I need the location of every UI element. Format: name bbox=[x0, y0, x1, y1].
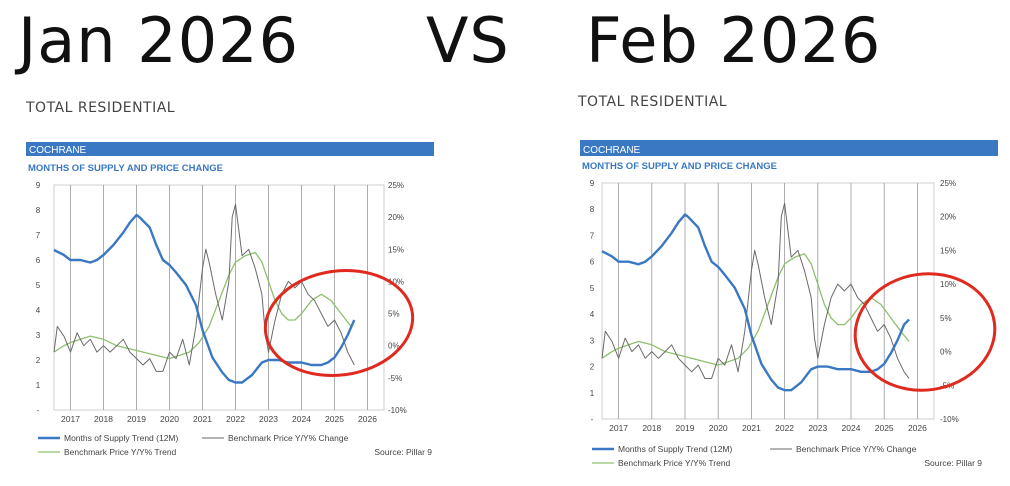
chart-panel-1: TOTAL RESIDENTIAL COCHRANE MONTHS OF SUPPL… bbox=[25, 100, 434, 457]
chart-title: MONTHS OF SUPPLY AND PRICE CHANGE bbox=[582, 161, 777, 172]
y-right-tick-label: 20% bbox=[940, 213, 956, 222]
region-banner bbox=[580, 140, 998, 156]
x-tick-label: 2018 bbox=[642, 423, 661, 433]
x-tick-label: 2025 bbox=[325, 414, 344, 424]
x-tick-label: 2021 bbox=[742, 423, 761, 433]
y-right-tick-label: 0% bbox=[940, 348, 952, 357]
y-left-tick-label: 7 bbox=[590, 231, 595, 240]
y-left-tick-label: 4 bbox=[590, 310, 595, 319]
x-tick-label: 2024 bbox=[842, 423, 861, 433]
x-tick-label: 2026 bbox=[358, 414, 377, 424]
y-right-tick-label: 15% bbox=[940, 246, 956, 255]
x-tick-label: 2024 bbox=[292, 414, 311, 424]
legend-entry: Benchmark Price Y/Y% Trend bbox=[64, 447, 177, 457]
legend-entry: Months of Supply Trend (12M) bbox=[64, 433, 179, 443]
x-tick-label: 2023 bbox=[259, 414, 278, 424]
x-tick-label: 2023 bbox=[808, 423, 827, 433]
y-right-tick-label: 25% bbox=[940, 179, 956, 188]
section-title: TOTAL RESIDENTIAL bbox=[25, 100, 175, 116]
legend-entry: Benchmark Price Y/Y% Change bbox=[796, 444, 917, 454]
y-left-tick-label: 8 bbox=[590, 205, 595, 214]
x-tick-label: 2019 bbox=[676, 423, 695, 433]
region-label: COCHRANE bbox=[29, 145, 87, 156]
series-line-3 bbox=[53, 251, 352, 360]
plot-frame bbox=[601, 182, 935, 420]
x-tick-label: 2026 bbox=[908, 423, 927, 433]
y-right-tick-label: -10% bbox=[388, 406, 407, 415]
series-line-2 bbox=[53, 203, 355, 372]
x-tick-label: 2017 bbox=[609, 423, 628, 433]
left-period-title: Jan 2026 bbox=[18, 4, 300, 77]
x-tick-label: 2019 bbox=[127, 414, 146, 424]
legend-entry: Benchmark Price Y/Y% Trend bbox=[618, 458, 731, 468]
y-right-tick-label: 20% bbox=[388, 213, 404, 222]
y-left-tick-label: 6 bbox=[36, 256, 41, 265]
vs-label: VS bbox=[426, 4, 510, 77]
y-left-tick-label: 2 bbox=[36, 356, 41, 365]
y-left-tick-label: 9 bbox=[36, 181, 41, 190]
y-left-tick-label: 6 bbox=[590, 258, 595, 267]
x-tick-label: 2018 bbox=[94, 414, 113, 424]
source-note: Source: Pillar 9 bbox=[374, 447, 432, 457]
x-tick-label: 2020 bbox=[709, 423, 728, 433]
x-tick-label: 2022 bbox=[226, 414, 245, 424]
y-left-tick-label: 3 bbox=[36, 331, 41, 340]
x-tick-label: 2022 bbox=[775, 423, 794, 433]
source-note: Source: Pillar 9 bbox=[924, 458, 982, 468]
y-left-tick-label: - bbox=[591, 415, 594, 424]
legend-entry: Benchmark Price Y/Y% Change bbox=[228, 433, 349, 443]
y-left-tick-label: - bbox=[37, 406, 40, 415]
y-left-tick-label: 5 bbox=[590, 284, 595, 293]
y-left-tick-label: 1 bbox=[590, 389, 595, 398]
series-line-1 bbox=[53, 213, 356, 384]
x-tick-label: 2025 bbox=[875, 423, 894, 433]
legend-entry: Months of Supply Trend (12M) bbox=[618, 444, 733, 454]
series-line-2 bbox=[601, 202, 910, 379]
red-circle-annotation bbox=[263, 268, 415, 378]
chart-panel-2: TOTAL RESIDENTIAL COCHRANE MONTHS OF SUPPL… bbox=[577, 94, 998, 468]
y-left-tick-label: 8 bbox=[36, 206, 41, 215]
y-right-tick-label: 5% bbox=[940, 314, 952, 323]
y-left-tick-label: 9 bbox=[590, 179, 595, 188]
chart-title: MONTHS OF SUPPLY AND PRICE CHANGE bbox=[28, 163, 223, 174]
x-tick-label: 2020 bbox=[160, 414, 179, 424]
section-title: TOTAL RESIDENTIAL bbox=[577, 94, 727, 110]
region-banner bbox=[26, 142, 434, 156]
right-period-title: Feb 2026 bbox=[586, 4, 882, 77]
region-label: COCHRANE bbox=[583, 145, 641, 156]
y-left-tick-label: 1 bbox=[36, 381, 41, 390]
red-circle-annotation bbox=[853, 272, 997, 392]
x-tick-label: 2021 bbox=[193, 414, 212, 424]
y-left-tick-label: 5 bbox=[36, 281, 41, 290]
plot-frame bbox=[53, 184, 385, 411]
x-tick-label: 2017 bbox=[61, 414, 80, 424]
y-left-tick-label: 3 bbox=[590, 336, 595, 345]
y-right-tick-label: 10% bbox=[388, 277, 404, 286]
y-left-tick-label: 7 bbox=[36, 231, 41, 240]
y-right-tick-label: 10% bbox=[940, 280, 956, 289]
y-right-tick-label: -10% bbox=[940, 415, 959, 424]
y-left-tick-label: 2 bbox=[590, 363, 595, 372]
y-left-tick-label: 4 bbox=[36, 306, 41, 315]
y-right-tick-label: 5% bbox=[388, 310, 400, 319]
series-line-1 bbox=[601, 213, 910, 392]
y-right-tick-label: 0% bbox=[388, 342, 400, 351]
y-right-tick-label: 15% bbox=[388, 245, 404, 254]
y-right-tick-label: -5% bbox=[388, 374, 402, 383]
y-right-tick-label: 25% bbox=[388, 181, 404, 190]
